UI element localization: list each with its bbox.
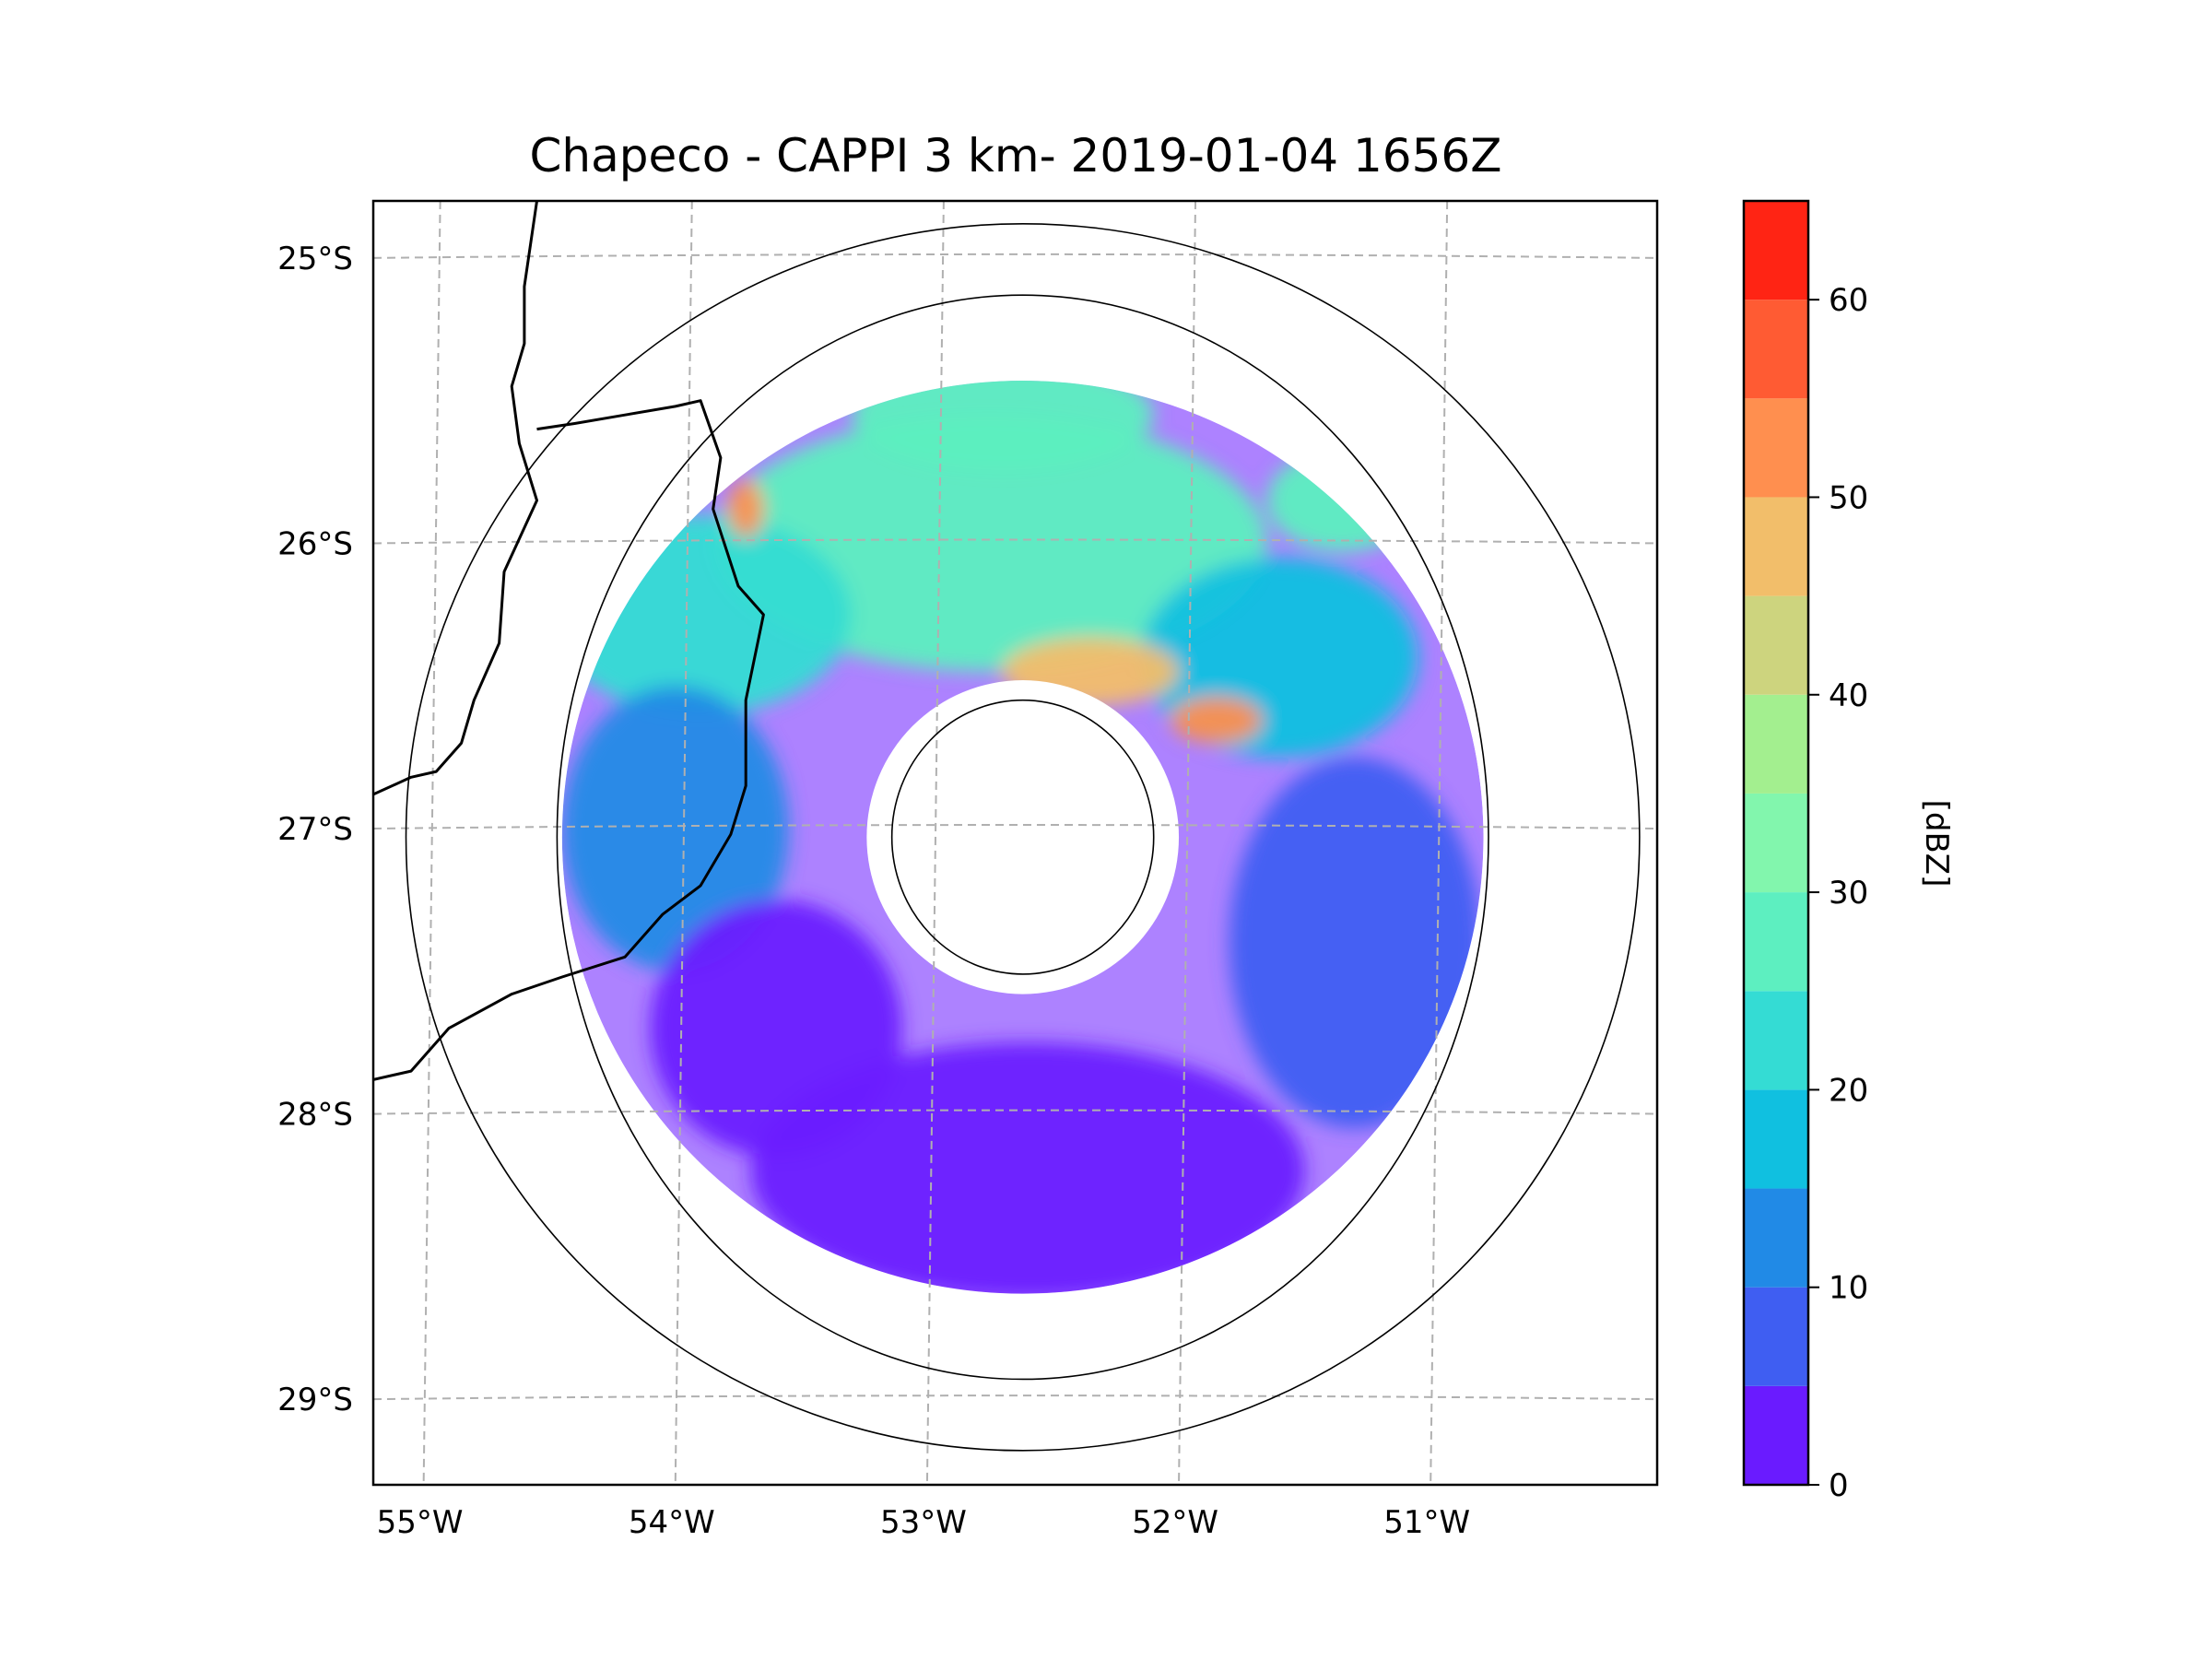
lon-tick-label: 55°W [377,1504,464,1541]
gridline-lon [1178,201,1197,1485]
lat-tick-label: 25°S [277,241,353,277]
colorbar-tick-label: 20 [1829,1072,1868,1109]
lat-tick-label: 28°S [277,1097,353,1134]
lon-tick-labels: 55°W 54°W 53°W 52°W 51°W [377,1504,1470,1541]
map-axes: 55°W 54°W 53°W 52°W 51°W 25°S 26°S 27°S 28°S 29°… [277,199,1659,1541]
lat-tick-labels: 25°S 26°S 27°S 28°S 29°S [277,241,353,1418]
colorbar: 0 10 20 30 40 50 60 [dBZ] [1742,199,1955,1504]
colorbar-ticks: 0 10 20 30 40 50 60 [1808,282,1868,1504]
colorbar-level [1744,1287,1808,1386]
gridline-lon [674,201,693,1485]
gridline-lon [422,201,441,1485]
colorbar-level [1744,595,1808,695]
gridline-lat [373,1394,1657,1401]
colorbar-level [1744,398,1808,498]
colorbar-level [1744,1089,1808,1189]
gridline-lat [373,824,1657,830]
lon-tick-label: 51°W [1383,1504,1470,1541]
colorbar-level [1744,892,1808,992]
lon-tick-label: 52°W [1132,1504,1218,1541]
state-border-west [373,399,765,1081]
echo-southwest-patch [650,900,902,1158]
colorbar-levels [1744,201,1808,1485]
colorbar-level [1744,497,1808,596]
gridline-lat [373,538,1657,545]
colorbar-level [1744,1188,1808,1288]
colorbar-tick-label: 30 [1829,875,1868,912]
echo-northwest-core [728,480,764,538]
echo-coverage [561,381,1484,1294]
colorbar-tick-label: 50 [1829,479,1868,516]
ring-outer [405,222,1641,1452]
borders [373,201,765,1081]
colorbar-level [1744,300,1808,399]
lat-tick-label: 26°S [277,525,353,562]
gridline-lat [373,1109,1657,1115]
colorbar-level [1744,201,1808,300]
echo-squall-core-east [1171,697,1263,744]
colorbar-level [1744,1385,1808,1485]
colorbar-frame [1742,199,1810,1487]
echo-clear-center [866,680,1180,994]
lon-tick-label: 54°W [629,1504,715,1541]
lon-tick-label: 53°W [880,1504,967,1541]
map-frame [371,199,1659,1487]
country-border-north [373,201,538,796]
colorbar-tick-label: 60 [1829,282,1868,319]
colorbar-level [1744,793,1808,893]
lat-tick-label: 27°S [277,811,353,848]
gridline-lon [1430,201,1449,1485]
colorbar-tick-label: 10 [1829,1270,1868,1307]
echo-west-shelf [561,686,789,971]
colorbar-label: [dBZ] [1918,800,1955,888]
lat-tick-label: 29°S [277,1382,353,1418]
echo-north-band-main [712,415,1267,672]
ring-middle [556,294,1489,1381]
colorbar-level [1744,694,1808,794]
echo-south-ring [750,1042,1305,1294]
range-rings [405,222,1641,1452]
colorbar-tick-label: 0 [1829,1467,1849,1504]
echo-east-shelf [1229,757,1481,1129]
ring-inner [890,699,1155,975]
colorbar-level [1744,991,1808,1090]
gridline-lat [373,253,1657,259]
colorbar-tick-label: 40 [1829,677,1868,714]
gridlines [373,201,1657,1485]
radar-echo-layer [561,381,1484,1294]
gridline-lon [925,201,945,1485]
chart-title: Chapeco - CAPPI 3 km- 2019-01-04 1656Z [530,129,1502,182]
